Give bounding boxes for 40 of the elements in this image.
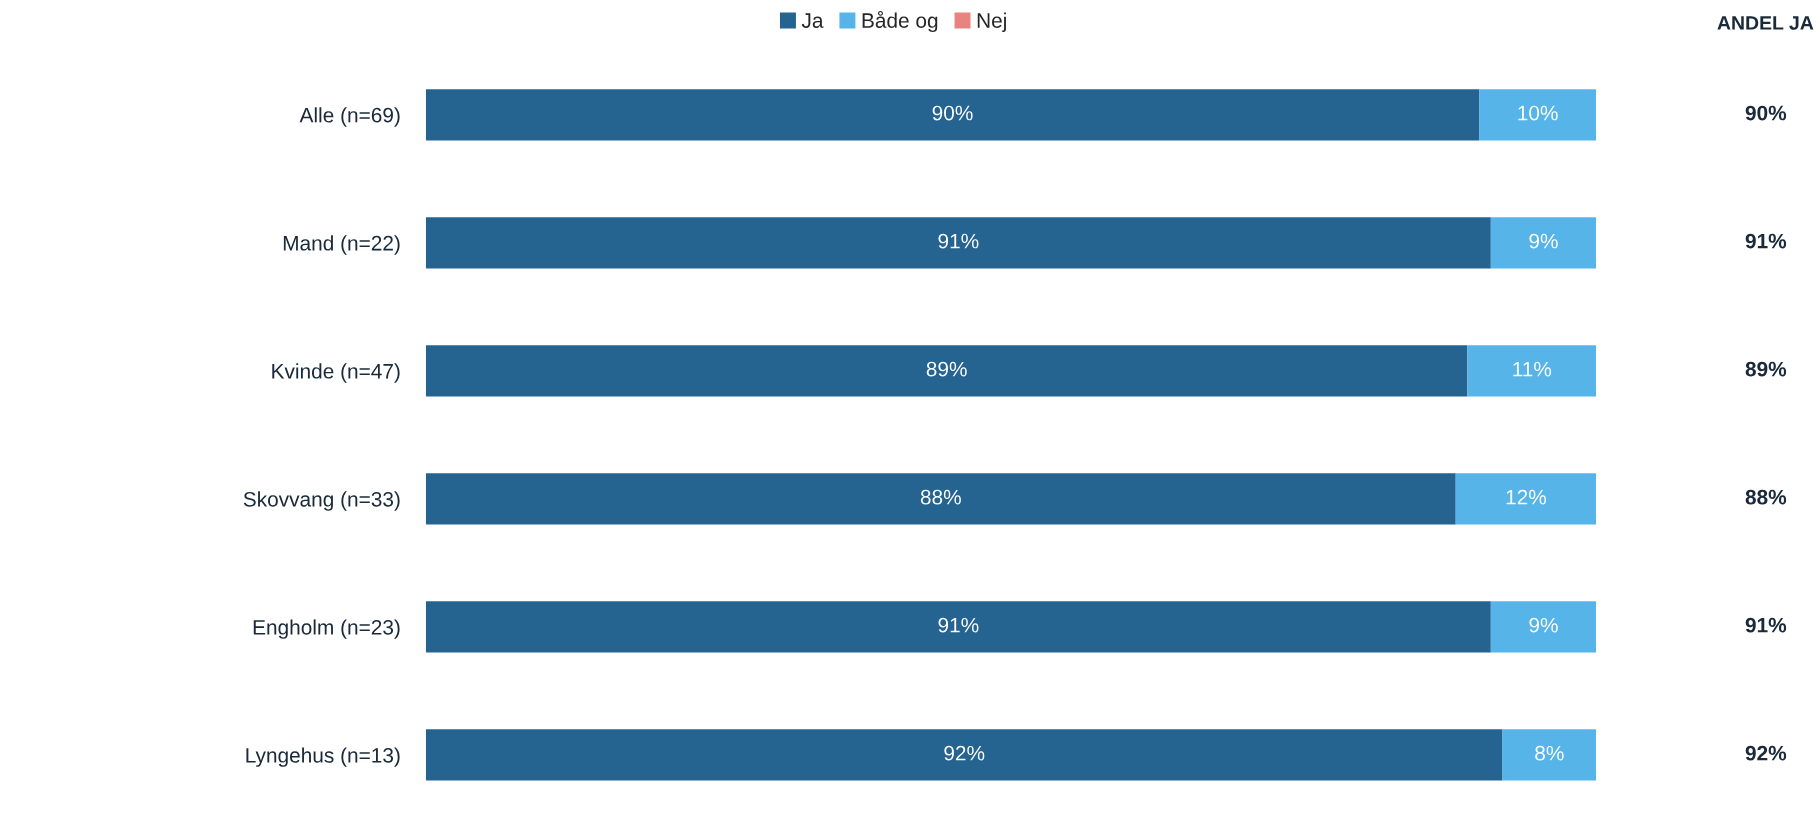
text: ANDEL JA bbox=[1717, 16, 1814, 30]
data-label: 12% bbox=[1506, 489, 1547, 505]
bar bbox=[1490, 601, 1597, 653]
y-tick-label: Lyngehus (n=13) bbox=[246, 747, 400, 767]
text: 92% bbox=[1745, 745, 1787, 761]
data-label: 91% bbox=[938, 233, 979, 249]
text: 91% bbox=[1745, 617, 1787, 633]
bar bbox=[425, 601, 1491, 653]
text: 89% bbox=[1745, 361, 1787, 377]
bar bbox=[1502, 729, 1597, 781]
data-label: 11% bbox=[1513, 361, 1552, 377]
data-label: 88% bbox=[920, 489, 961, 505]
data-label: 8% bbox=[1535, 745, 1564, 761]
legend-label: Nej bbox=[977, 12, 1006, 33]
legend-label: Både og bbox=[862, 10, 938, 33]
text: 91% bbox=[1745, 233, 1787, 249]
y-tick-label: Skovvang (n=33) bbox=[243, 491, 400, 511]
data-label: 91% bbox=[938, 617, 979, 633]
bar bbox=[1467, 345, 1597, 397]
bar bbox=[425, 473, 1456, 525]
bar bbox=[1455, 473, 1597, 525]
data-label: 89% bbox=[926, 361, 967, 377]
data-label: 92% bbox=[944, 745, 985, 761]
legend-label: Ja bbox=[801, 13, 824, 28]
data-label: 9% bbox=[1529, 617, 1558, 633]
bar bbox=[425, 89, 1480, 141]
data-label: 9% bbox=[1529, 233, 1558, 249]
bar bbox=[425, 217, 1491, 269]
y-tick-label: Engholm (n=23) bbox=[253, 619, 400, 639]
bar bbox=[1479, 89, 1597, 141]
bar bbox=[1490, 217, 1597, 269]
y-tick-label: Mand (n=22) bbox=[283, 235, 400, 255]
text: 90% bbox=[1745, 105, 1787, 121]
y-tick-label: Kvinde (n=47) bbox=[272, 363, 400, 383]
bar bbox=[425, 729, 1503, 781]
data-label: 10% bbox=[1518, 105, 1558, 121]
data-label: 90% bbox=[932, 105, 973, 121]
text: 88% bbox=[1745, 489, 1787, 505]
y-tick-label: Alle (n=69) bbox=[299, 107, 400, 127]
bar bbox=[425, 345, 1468, 397]
